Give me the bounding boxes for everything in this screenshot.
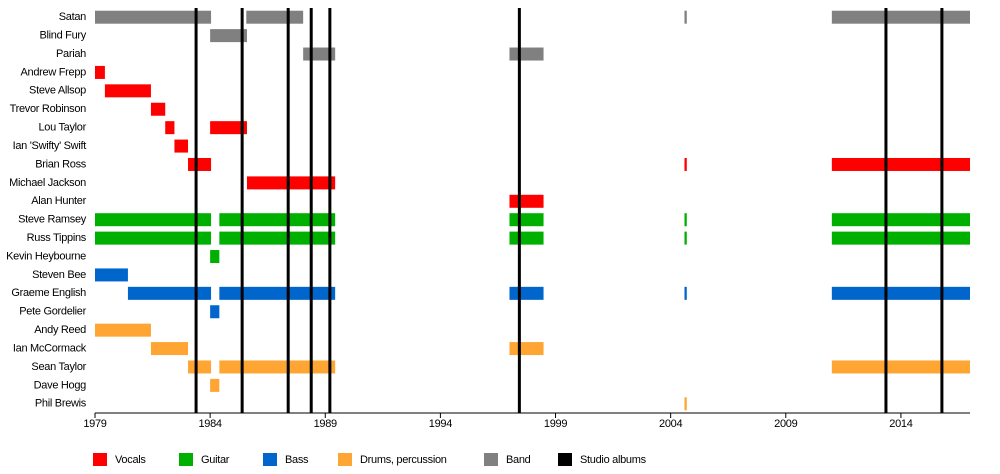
span-bar bbox=[95, 65, 105, 79]
x-tick-label: 1979 bbox=[83, 418, 106, 430]
span-bar bbox=[246, 10, 304, 24]
row-label: Michael Jackson bbox=[9, 177, 86, 189]
x-tick-label: 1994 bbox=[429, 418, 452, 430]
span-bar bbox=[831, 286, 970, 300]
span-bar bbox=[684, 397, 687, 411]
span-bar bbox=[165, 121, 175, 135]
span-bar bbox=[150, 342, 189, 356]
span-bar bbox=[684, 286, 687, 300]
span-bar bbox=[188, 157, 212, 171]
row-label: Steve Ramsey bbox=[18, 214, 87, 226]
row-label: Steve Allsop bbox=[29, 85, 86, 97]
span-bar bbox=[210, 121, 247, 135]
span-bar bbox=[509, 194, 544, 208]
span-bar bbox=[219, 360, 336, 374]
x-tick-label: 1984 bbox=[198, 418, 221, 430]
span-bar bbox=[831, 10, 970, 24]
legend-label: Drums, percussion bbox=[360, 454, 447, 466]
span-bar bbox=[246, 176, 336, 190]
span-bar bbox=[684, 231, 687, 245]
row-label: Pariah bbox=[56, 48, 86, 60]
span-bar bbox=[219, 231, 336, 245]
span-bar bbox=[210, 29, 247, 43]
row-label: Satan bbox=[59, 11, 86, 23]
span-bar bbox=[127, 286, 212, 300]
x-tick-label: 2009 bbox=[774, 418, 797, 430]
span-bar bbox=[684, 10, 687, 24]
row-label: Pete Gordelier bbox=[19, 306, 86, 318]
row-label: Sean Taylor bbox=[31, 361, 86, 373]
legend-label: Studio albums bbox=[580, 454, 647, 466]
row-label: Steven Bee bbox=[32, 269, 86, 281]
row-label: Russ Tippins bbox=[27, 232, 87, 244]
legend-swatch bbox=[338, 453, 352, 466]
span-bar bbox=[509, 286, 544, 300]
row-label: Phil Brewis bbox=[35, 398, 87, 410]
span-bar bbox=[509, 231, 544, 245]
row-label: Lou Taylor bbox=[38, 122, 86, 134]
row-label: Dave Hogg bbox=[34, 379, 87, 391]
row-label: Kevin Heybourne bbox=[6, 250, 86, 262]
span-bar bbox=[188, 360, 212, 374]
span-bar bbox=[831, 213, 970, 227]
legend-label: Guitar bbox=[201, 454, 230, 466]
x-tick-label: 1999 bbox=[544, 418, 567, 430]
span-bar bbox=[210, 378, 220, 392]
span-bar bbox=[95, 268, 128, 282]
x-tick-label: 2004 bbox=[659, 418, 682, 430]
span-bar bbox=[831, 231, 970, 245]
span-bar bbox=[831, 157, 970, 171]
span-bar bbox=[150, 102, 166, 116]
span-bar bbox=[210, 305, 220, 319]
legend-swatch bbox=[179, 453, 193, 466]
span-bar bbox=[509, 213, 544, 227]
span-bar bbox=[684, 213, 687, 227]
span-bar bbox=[831, 360, 970, 374]
row-label: Andrew Frepp bbox=[21, 66, 87, 78]
legend-swatch bbox=[263, 453, 277, 466]
row-label: Andy Reed bbox=[34, 324, 86, 336]
legend-swatch bbox=[93, 453, 107, 466]
row-label: Brian Ross bbox=[35, 158, 87, 170]
span-bar bbox=[95, 213, 212, 227]
x-tick-label: 1989 bbox=[314, 418, 337, 430]
legend-label: Bass bbox=[285, 454, 309, 466]
span-bar bbox=[95, 231, 212, 245]
legend-label: Vocals bbox=[115, 454, 146, 466]
span-bar bbox=[509, 342, 544, 356]
legend-label: Band bbox=[506, 454, 531, 466]
row-label: Trevor Robinson bbox=[10, 103, 87, 115]
row-label: Blind Fury bbox=[39, 30, 86, 42]
span-bar bbox=[684, 157, 687, 171]
span-bar bbox=[174, 139, 189, 153]
span-bar bbox=[104, 84, 151, 98]
row-label: Ian McCormack bbox=[13, 342, 87, 354]
span-bar bbox=[95, 323, 151, 337]
span-bar bbox=[219, 286, 336, 300]
row-label: Graeme English bbox=[11, 287, 86, 299]
span-bar bbox=[219, 213, 336, 227]
legend-swatch bbox=[558, 453, 572, 466]
legend-swatch bbox=[484, 453, 498, 466]
x-tick-label: 2014 bbox=[889, 418, 912, 430]
row-label: Ian 'Swifty' Swift bbox=[13, 140, 87, 152]
span-bar bbox=[210, 250, 220, 264]
span-bar bbox=[95, 10, 212, 24]
row-label: Alan Hunter bbox=[31, 195, 86, 207]
span-bar bbox=[509, 47, 544, 61]
